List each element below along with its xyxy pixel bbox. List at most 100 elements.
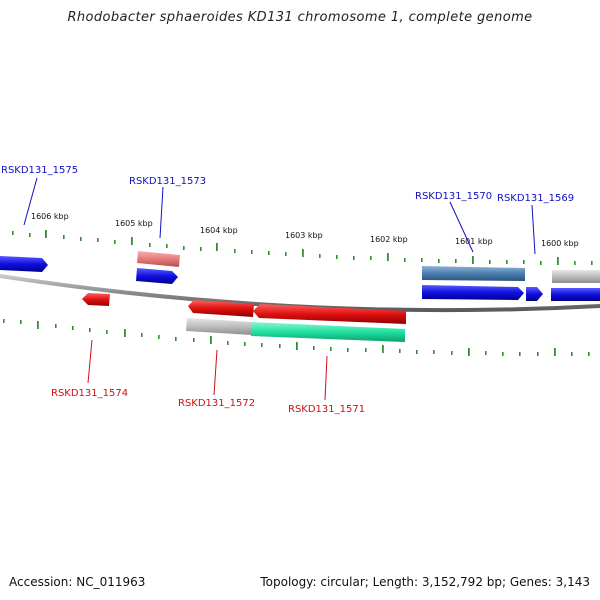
tick-mark bbox=[285, 252, 287, 256]
tick-mark bbox=[210, 336, 212, 344]
tick-mark bbox=[166, 244, 168, 248]
tick-mark bbox=[261, 343, 263, 347]
tick-mark bbox=[45, 230, 47, 238]
tick-mark bbox=[200, 247, 202, 251]
tick-mark bbox=[124, 329, 126, 337]
tick-mark bbox=[97, 238, 99, 242]
inner-tick-row bbox=[3, 319, 590, 356]
gene-arrow-steel[interactable] bbox=[422, 266, 525, 281]
tick-mark bbox=[296, 342, 298, 350]
tick-mark bbox=[80, 237, 82, 241]
tick-mark bbox=[20, 320, 22, 324]
tick-mark bbox=[588, 352, 590, 356]
kbp-label-1603: 1603 kbp bbox=[285, 231, 323, 240]
kbp-label-1604: 1604 kbp bbox=[200, 226, 238, 235]
tick-mark bbox=[251, 250, 253, 254]
tick-mark bbox=[3, 319, 5, 323]
tick-mark bbox=[244, 342, 246, 346]
gene-label-rskd131-1572[interactable]: RSKD131_1572 bbox=[178, 398, 255, 409]
tick-mark bbox=[468, 348, 470, 356]
tick-mark bbox=[537, 352, 539, 356]
tick-mark bbox=[302, 249, 304, 257]
gene-arrow-grey-right[interactable] bbox=[552, 270, 600, 283]
tick-mark bbox=[540, 261, 542, 265]
tick-mark bbox=[489, 260, 491, 264]
gene-label-rskd131-1574[interactable]: RSKD131_1574 bbox=[51, 388, 128, 399]
gene-arrow-grey-inner[interactable] bbox=[186, 318, 253, 335]
tick-mark bbox=[141, 333, 143, 337]
gene-label-rskd131-1575[interactable]: RSKD131_1575 bbox=[1, 165, 78, 176]
tick-mark bbox=[404, 258, 406, 262]
tick-mark bbox=[574, 261, 576, 265]
leader-line-1572 bbox=[213, 349, 218, 396]
gene-label-rskd131-1570[interactable]: RSKD131_1570 bbox=[415, 191, 492, 202]
gene-label-rskd131-1571[interactable]: RSKD131_1571 bbox=[288, 404, 365, 415]
accession-text: Accession: NC_011963 bbox=[9, 575, 146, 589]
gene-arrow-rskd131-1574[interactable] bbox=[82, 293, 110, 306]
tick-mark bbox=[353, 256, 355, 260]
leader-line-1574 bbox=[87, 339, 93, 384]
gene-arrow-pink[interactable] bbox=[137, 251, 180, 267]
tick-mark bbox=[571, 352, 573, 356]
tick-mark bbox=[382, 345, 384, 353]
gene-arrow-blue-right[interactable] bbox=[551, 288, 600, 301]
leader-line-1573 bbox=[159, 186, 164, 239]
tick-mark bbox=[455, 259, 457, 263]
gene-label-rskd131-1573[interactable]: RSKD131_1573 bbox=[129, 176, 206, 187]
tick-mark bbox=[175, 337, 177, 341]
tick-mark bbox=[131, 237, 133, 245]
gene-arrow-rskd131-1571[interactable] bbox=[253, 304, 406, 324]
leader-line-1571 bbox=[324, 355, 328, 401]
leader-line-1575 bbox=[23, 177, 38, 226]
kbp-label-1606: 1606 kbp bbox=[31, 212, 69, 221]
tick-mark bbox=[399, 349, 401, 353]
gene-arrow-green[interactable] bbox=[251, 322, 405, 342]
tick-mark bbox=[347, 348, 349, 352]
gene-arrow-rskd131-1575[interactable] bbox=[0, 256, 48, 272]
tick-mark bbox=[421, 258, 423, 262]
gene-arrow-rskd131-1569[interactable] bbox=[526, 287, 543, 301]
tick-mark bbox=[55, 324, 57, 328]
tick-mark bbox=[416, 350, 418, 354]
tick-mark bbox=[234, 249, 236, 253]
tick-mark bbox=[519, 352, 521, 356]
leader-line-1569 bbox=[531, 204, 536, 255]
tick-mark bbox=[106, 330, 108, 334]
tick-mark bbox=[72, 326, 74, 330]
tick-mark bbox=[149, 243, 151, 247]
kbp-label-1600: 1600 kbp bbox=[541, 239, 579, 248]
tick-mark bbox=[451, 351, 453, 355]
gene-label-rskd131-1569[interactable]: RSKD131_1569 bbox=[497, 193, 574, 204]
tick-mark bbox=[365, 348, 367, 352]
tick-mark bbox=[29, 233, 31, 237]
tick-mark bbox=[193, 338, 195, 342]
tick-mark bbox=[472, 256, 474, 264]
tick-mark bbox=[12, 231, 14, 235]
tick-mark bbox=[485, 351, 487, 355]
reverse-strand-features bbox=[82, 293, 406, 342]
kbp-label-1605: 1605 kbp bbox=[115, 219, 153, 228]
tick-mark bbox=[319, 254, 321, 258]
gene-arrow-rskd131-1572[interactable] bbox=[188, 300, 254, 317]
tick-mark bbox=[89, 328, 91, 332]
tick-mark bbox=[523, 260, 525, 264]
kbp-label-1601: 1601 kbp bbox=[455, 237, 493, 246]
tick-mark bbox=[158, 335, 160, 339]
gene-arrow-rskd131-1570[interactable] bbox=[422, 285, 524, 300]
map-title: Rhodobacter sphaeroides KD131 chromosome… bbox=[67, 10, 533, 25]
gene-labels: RSKD131_1575 RSKD131_1573 RSKD131_1570 R… bbox=[1, 165, 574, 415]
tick-mark bbox=[557, 257, 559, 265]
tick-mark bbox=[114, 240, 116, 244]
tick-mark bbox=[313, 346, 315, 350]
gene-arrow-rskd131-1573[interactable] bbox=[136, 268, 178, 284]
genome-summary-text: Topology: circular; Length: 3,152,792 bp… bbox=[260, 575, 590, 589]
tick-mark bbox=[554, 348, 556, 356]
tick-mark bbox=[63, 235, 65, 239]
tick-mark bbox=[183, 246, 185, 250]
kbp-labels: 1606 kbp 1605 kbp 1604 kbp 1603 kbp 1602… bbox=[31, 212, 579, 248]
tick-mark bbox=[330, 347, 332, 351]
tick-mark bbox=[268, 251, 270, 255]
tick-mark bbox=[433, 350, 435, 354]
tick-mark bbox=[216, 243, 218, 251]
tick-mark bbox=[438, 259, 440, 263]
